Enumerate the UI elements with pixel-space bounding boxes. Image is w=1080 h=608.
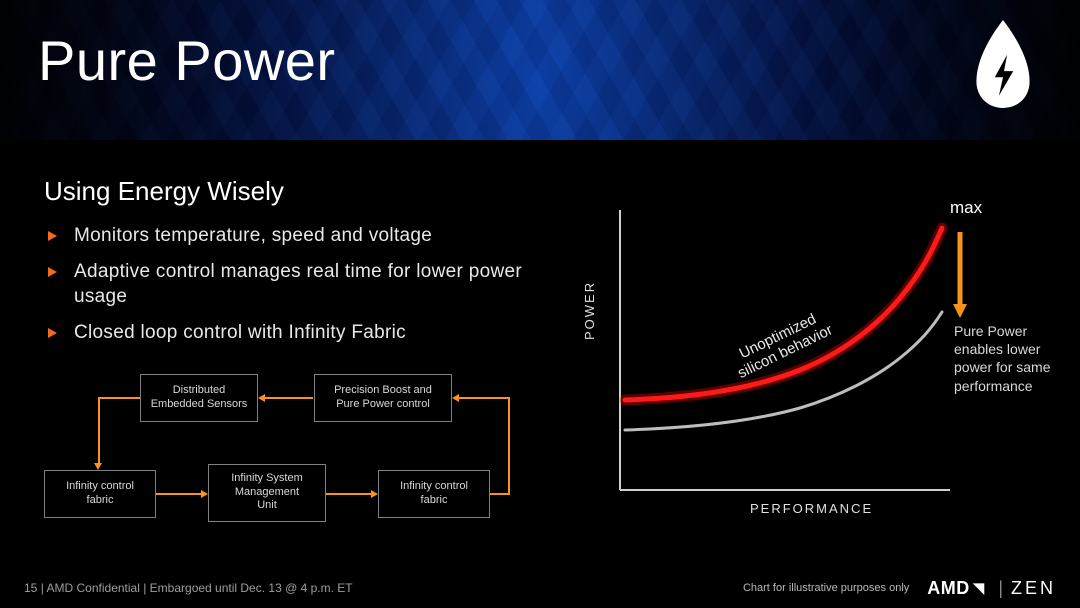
chart-callout: Pure Power enables lower power for same … [954,322,1074,395]
power-performance-chart: POWER PERFORMANCE Unoptimizedsilicon beh… [580,190,1050,520]
flow-node-boost: Precision Boost andPure Power control [314,374,452,422]
leaf-bolt-icon [972,18,1034,110]
flow-arrow [265,397,313,399]
flow-node-fabric-right: Infinity controlfabric [378,470,490,518]
bullet-item: Monitors temperature, speed and voltage [66,223,540,249]
confidential-text: AMD Confidential [47,581,140,595]
flow-node-sensors: DistributedEmbedded Sensors [140,374,258,422]
arrow-head-icon [371,490,378,498]
flowchart: DistributedEmbedded Sensors Precision Bo… [44,374,540,554]
arrow-head-icon [258,394,265,402]
right-column: POWER PERFORMANCE Unoptimizedsilicon beh… [560,150,1080,568]
flow-node-fabric-left: Infinity controlfabric [44,470,156,518]
flow-node-smc: Infinity SystemManagementUnit [208,464,326,522]
amd-arrow-icon: ◥ [973,579,985,597]
flow-arrow [98,397,140,399]
flow-arrow [508,397,510,495]
bullet-item: Adaptive control manages real time for l… [66,259,540,310]
brand-amd: AMD [927,578,970,599]
bullet-list: Monitors temperature, speed and voltage … [44,223,540,346]
arrow-head-icon [201,490,208,498]
footer: 15 | AMD Confidential | Embargoed until … [0,572,1080,608]
x-axis-label: PERFORMANCE [750,501,873,516]
bullet-item: Closed loop control with Infinity Fabric [66,320,540,346]
embargo-text: Embargoed until Dec. 13 @ 4 p.m. ET [150,581,353,595]
header-band: Pure Power [0,0,1080,140]
y-axis-label: POWER [582,281,597,340]
subtitle: Using Energy Wisely [44,176,540,207]
arrow-head-icon [94,463,102,470]
flow-arrow [459,397,509,399]
brand-separator: | [998,578,1003,599]
footer-confidential: 15 | AMD Confidential | Embargoed until … [24,581,353,595]
brand-zen: ZEN [1011,578,1056,599]
arrow-head-icon [452,394,459,402]
body-area: Using Energy Wisely Monitors temperature… [0,150,1080,568]
page-number: 15 [24,581,37,595]
left-column: Using Energy Wisely Monitors temperature… [0,150,560,568]
flow-arrow [490,493,510,495]
slide-title: Pure Power [38,28,336,93]
chart-note: Chart for illustrative purposes only [743,582,909,594]
max-label: max [950,198,982,218]
flow-arrow [326,493,371,495]
flow-arrow [156,493,201,495]
flow-arrow [98,397,100,463]
